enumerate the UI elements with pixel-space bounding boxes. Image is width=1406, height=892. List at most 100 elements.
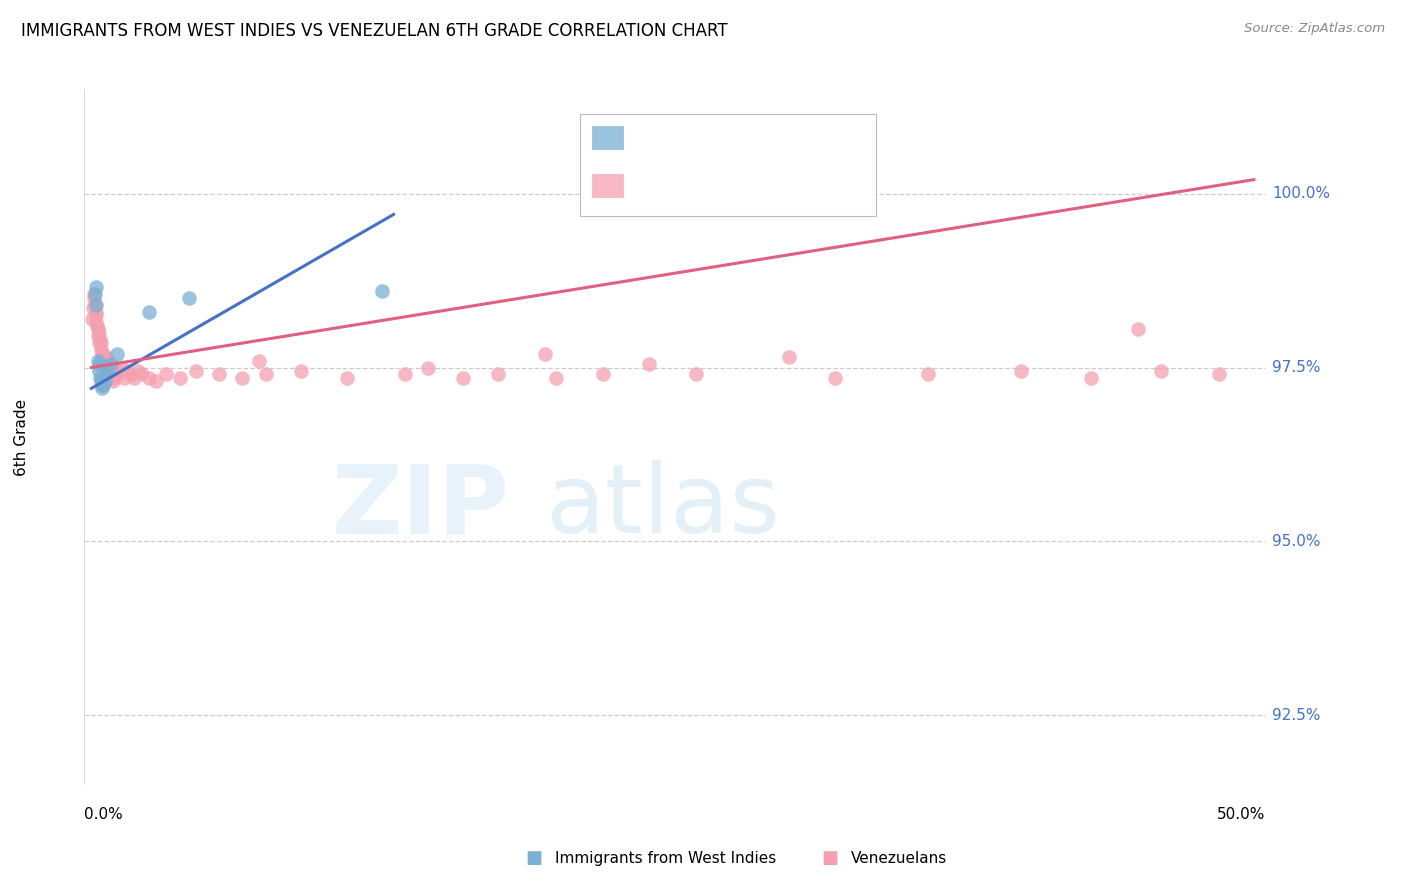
Text: 95.0%: 95.0% — [1272, 534, 1320, 549]
Point — [138, 305, 160, 319]
Point — [1126, 322, 1149, 336]
Point — [91, 381, 114, 395]
Point — [254, 368, 277, 382]
Point — [110, 360, 132, 375]
Point — [89, 364, 111, 378]
Point — [90, 343, 112, 358]
Point — [124, 371, 146, 385]
Point — [371, 284, 394, 298]
Point — [127, 364, 149, 378]
Point — [418, 360, 440, 375]
Text: Immigrants from West Indies: Immigrants from West Indies — [555, 851, 776, 865]
Text: 100.0%: 100.0% — [1272, 186, 1330, 201]
Point — [96, 360, 118, 375]
Point — [638, 357, 661, 371]
Point — [112, 371, 135, 385]
Point — [89, 326, 111, 340]
Point — [83, 287, 105, 301]
Point — [103, 375, 125, 389]
Point — [155, 368, 177, 382]
Point — [231, 371, 253, 385]
Point — [546, 371, 568, 385]
Point — [486, 368, 509, 382]
Point — [131, 368, 153, 382]
Point — [1010, 364, 1032, 378]
Point — [93, 346, 115, 360]
Point — [104, 368, 127, 382]
Point — [87, 329, 110, 343]
Point — [93, 378, 115, 392]
Text: 92.5%: 92.5% — [1272, 708, 1320, 723]
Point — [100, 357, 122, 371]
Point — [87, 322, 110, 336]
Point — [100, 368, 122, 382]
Point — [89, 333, 111, 347]
Point — [138, 371, 160, 385]
Point — [86, 298, 108, 312]
Point — [105, 346, 128, 360]
Text: IMMIGRANTS FROM WEST INDIES VS VENEZUELAN 6TH GRADE CORRELATION CHART: IMMIGRANTS FROM WEST INDIES VS VENEZUELA… — [21, 22, 728, 40]
Text: ■: ■ — [821, 849, 838, 867]
Point — [96, 350, 118, 364]
Point — [533, 346, 555, 360]
Point — [101, 371, 124, 385]
Point — [145, 375, 167, 389]
Point — [82, 301, 104, 316]
Point — [87, 353, 110, 368]
Point — [1150, 364, 1173, 378]
Text: 6th Grade: 6th Grade — [14, 399, 28, 475]
Point — [108, 368, 131, 382]
Point — [83, 287, 105, 301]
Point — [1208, 368, 1230, 382]
Point — [98, 360, 121, 375]
Point — [89, 371, 111, 385]
Point — [120, 368, 142, 382]
Text: R = 0.315   N = 71: R = 0.315 N = 71 — [634, 176, 792, 194]
Point — [96, 364, 118, 378]
Point — [169, 371, 191, 385]
Point — [103, 371, 125, 385]
Point — [93, 350, 115, 364]
Text: ZIP: ZIP — [332, 460, 510, 553]
Point — [100, 364, 122, 378]
Point — [87, 336, 110, 351]
Point — [917, 368, 939, 382]
Point — [453, 371, 475, 385]
Point — [87, 357, 110, 371]
Point — [84, 305, 107, 319]
Point — [86, 309, 108, 323]
Point — [97, 364, 120, 378]
Text: 97.5%: 97.5% — [1272, 360, 1320, 375]
Point — [90, 346, 112, 360]
Point — [117, 364, 139, 378]
Point — [394, 368, 416, 382]
Point — [247, 353, 270, 368]
Point — [184, 364, 207, 378]
Text: Source: ZipAtlas.com: Source: ZipAtlas.com — [1244, 22, 1385, 36]
Text: R = 0.511   N = 19: R = 0.511 N = 19 — [634, 128, 792, 145]
Point — [83, 298, 105, 312]
Point — [592, 368, 614, 382]
Point — [336, 371, 359, 385]
Point — [101, 368, 124, 382]
Point — [83, 291, 105, 305]
Text: ■: ■ — [526, 849, 543, 867]
Text: Venezuelans: Venezuelans — [851, 851, 946, 865]
Point — [685, 368, 707, 382]
Point — [91, 353, 114, 368]
Point — [90, 378, 112, 392]
Point — [290, 364, 312, 378]
Point — [1080, 371, 1102, 385]
Point — [86, 318, 108, 333]
Point — [824, 371, 846, 385]
Text: atlas: atlas — [544, 460, 780, 553]
Point — [97, 360, 120, 375]
Point — [82, 311, 104, 326]
Point — [778, 350, 800, 364]
Text: 0.0%: 0.0% — [84, 807, 124, 822]
Point — [105, 364, 128, 378]
Point — [97, 357, 120, 371]
Point — [90, 336, 112, 351]
Point — [177, 291, 200, 305]
Point — [94, 375, 117, 389]
